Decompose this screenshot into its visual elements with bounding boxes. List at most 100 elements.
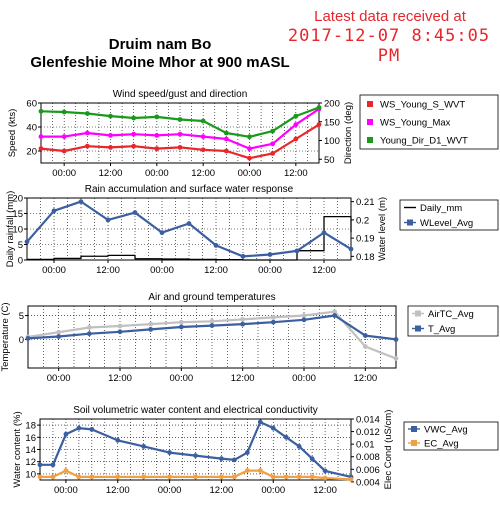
panel3-data-point-T_Avg	[25, 336, 31, 341]
panel1-x-tick-label: 12:00	[191, 168, 215, 179]
panel4-data-point-EC_Avg	[309, 474, 315, 480]
panel1-title: Wind speed/gust and direction	[113, 89, 248, 100]
panel4-data-point-EC_Avg	[63, 468, 69, 473]
panel1-data-point-WS_Young_S_WVT	[84, 143, 90, 149]
panel1-x-tick-label: 00:00	[145, 168, 169, 179]
panel2-data-point-WLevel_Avg	[105, 217, 111, 223]
panel3-data-point-T_Avg	[56, 334, 62, 339]
panel4-legend-label: EC_Avg	[424, 439, 459, 450]
panel1-y2-tick-label: 50	[324, 155, 335, 166]
panel1-data-point-WS_Young_S_WVT	[177, 145, 183, 150]
panel4-y2-tick-label: 0.004	[356, 477, 380, 488]
panel1-data-point-WS_Young_S_WVT	[154, 146, 160, 152]
panel4-data-point-VWC_Avg	[37, 462, 43, 468]
panel3-y-tick-label: 5	[19, 311, 24, 322]
panel3-data-point-T_Avg	[393, 336, 399, 342]
panel4-y2-axis-label: Elec Cond (uS/cm)	[383, 410, 394, 490]
panel3-data-point-T_Avg	[362, 333, 368, 338]
panel4-data-point-VWC_Avg	[283, 434, 289, 440]
panel1-data-point-Young_Dir_D1_WVT	[247, 134, 252, 140]
panel1-data-point-WS_Young_Max	[38, 134, 44, 140]
panel3-data-point-AirTC_Avg	[393, 356, 399, 361]
panel2-data-point-WLevel_Avg	[213, 243, 219, 248]
panel1-data-point-WS_Young_S_WVT	[200, 147, 206, 153]
panel4-legend-box	[403, 421, 499, 451]
panel1-y2-tick-label: 200	[324, 99, 340, 110]
panel1-data-point-WS_Young_S_WVT	[38, 146, 44, 152]
panel3-data-point-T_Avg	[178, 324, 184, 330]
panel2-y2-axis-label: Water level (m)	[377, 197, 388, 261]
panel4-data-point-VWC_Avg	[244, 450, 250, 455]
panel2-data-point-WLevel_Avg	[24, 239, 30, 245]
panel1-data-point-WS_Young_S_WVT	[270, 151, 276, 156]
panel4-y-tick-label: 16	[25, 433, 36, 444]
panel4-x-tick-label: 12:00	[106, 485, 130, 496]
panel4-data-point-EC_Avg	[348, 476, 354, 482]
panel1-data-point-WS_Young_Max	[61, 134, 67, 140]
station-name: Druim nam Bo	[108, 36, 212, 53]
panel3-data-point-T_Avg	[270, 319, 276, 325]
panel1-legend-swatch-marker	[367, 101, 373, 107]
panel2-y2-tick-label: 0.18	[356, 252, 375, 263]
panel4-y2-tick-label: 0.008	[356, 452, 380, 463]
panel1-y2-tick-label: 150	[324, 117, 340, 128]
panel4-data-point-EC_Avg	[257, 468, 263, 473]
panel1-data-point-WS_Young_S_WVT	[316, 122, 322, 127]
panel2-y2-tick-label: 0.19	[356, 234, 375, 245]
panel2-x-tick-label: 00:00	[42, 265, 66, 276]
panel2-series-line-Daily_mm	[27, 215, 352, 261]
panel2-y-tick-label: 0	[18, 256, 23, 267]
panel2-data-point-WLevel_Avg	[267, 252, 273, 257]
panel1-legend-label: Young_Dir_D1_WVT	[380, 136, 468, 147]
panel4-y2-tick-label: 0.006	[356, 465, 380, 476]
panel1-data-point-WS_Young_Max	[131, 131, 137, 137]
panel4-data-point-VWC_Avg	[63, 431, 69, 437]
latest-data-timestamp: 2017-12-07 8:45:05 PM	[287, 26, 491, 66]
panel1-data-point-WS_Young_Max	[154, 133, 160, 138]
panel3-data-point-T_Avg	[301, 317, 307, 323]
panel4-y-tick-label: 12	[25, 457, 36, 468]
panel3-data-point-T_Avg	[86, 331, 92, 337]
panel2-legend-label: Daily_mm	[420, 203, 462, 214]
panel4-data-point-EC_Avg	[76, 474, 82, 480]
panel3-y-axis-label: Temperature (C)	[0, 302, 11, 371]
panel1-data-point-WS_Young_Max	[223, 136, 229, 142]
panel4-x-tick-label: 12:00	[210, 485, 234, 496]
panel1-x-tick-label: 00:00	[52, 168, 76, 179]
panel4-data-point-VWC_Avg	[309, 456, 315, 462]
panel1-data-point-Young_Dir_D1_WVT	[84, 111, 90, 116]
panel2-y-axis-label: Daily rainfall (mm)	[5, 191, 16, 268]
panel2-data-point-WLevel_Avg	[321, 230, 327, 236]
panel4-data-point-VWC_Avg	[257, 419, 263, 425]
panel4-data-point-EC_Avg	[193, 474, 198, 480]
panel3-legend-box	[407, 305, 499, 337]
panel4-data-point-EC_Avg	[231, 474, 237, 480]
panel3-x-tick-label: 12:00	[231, 373, 255, 384]
panel2-data-point-WLevel_Avg	[294, 248, 300, 254]
panel3-data-point-AirTC_Avg	[117, 323, 123, 329]
panel4-legend-swatch-marker	[411, 440, 417, 446]
panel3-x-tick-label: 00:00	[292, 373, 316, 384]
panel1-data-point-WS_Young_S_WVT	[223, 148, 229, 154]
panel4-x-tick-label: 00:00	[158, 485, 182, 496]
panel2-y-tick-label: 10	[12, 225, 23, 236]
panel4-data-point-EC_Avg	[115, 474, 121, 480]
panel3-x-tick-label: 00:00	[47, 373, 71, 384]
panel4-data-point-VWC_Avg	[50, 462, 56, 468]
panel1-legend-box	[359, 94, 499, 150]
panel3-data-point-T_Avg	[209, 323, 215, 328]
panel4-data-point-VWC_Avg	[231, 457, 237, 463]
panel1-legend-label: WS_Young_Max	[380, 118, 451, 129]
panel3-data-point-T_Avg	[148, 326, 154, 332]
panel3-data-point-AirTC_Avg	[209, 318, 215, 324]
panel1-y2-tick-label: 100	[324, 136, 340, 147]
panel3-data-point-AirTC_Avg	[301, 313, 307, 318]
panel2-title: Rain accumulation and surface water resp…	[85, 184, 294, 195]
panel2-data-point-WLevel_Avg	[348, 246, 354, 252]
panel2-data-point-WLevel_Avg	[132, 210, 138, 215]
panel1-data-point-Young_Dir_D1_WVT	[316, 105, 322, 110]
panel1-y-tick-label: 40	[26, 123, 37, 134]
panel2-y2-tick-label: 0.21	[356, 197, 375, 208]
panel3-data-point-AirTC_Avg	[240, 316, 246, 322]
